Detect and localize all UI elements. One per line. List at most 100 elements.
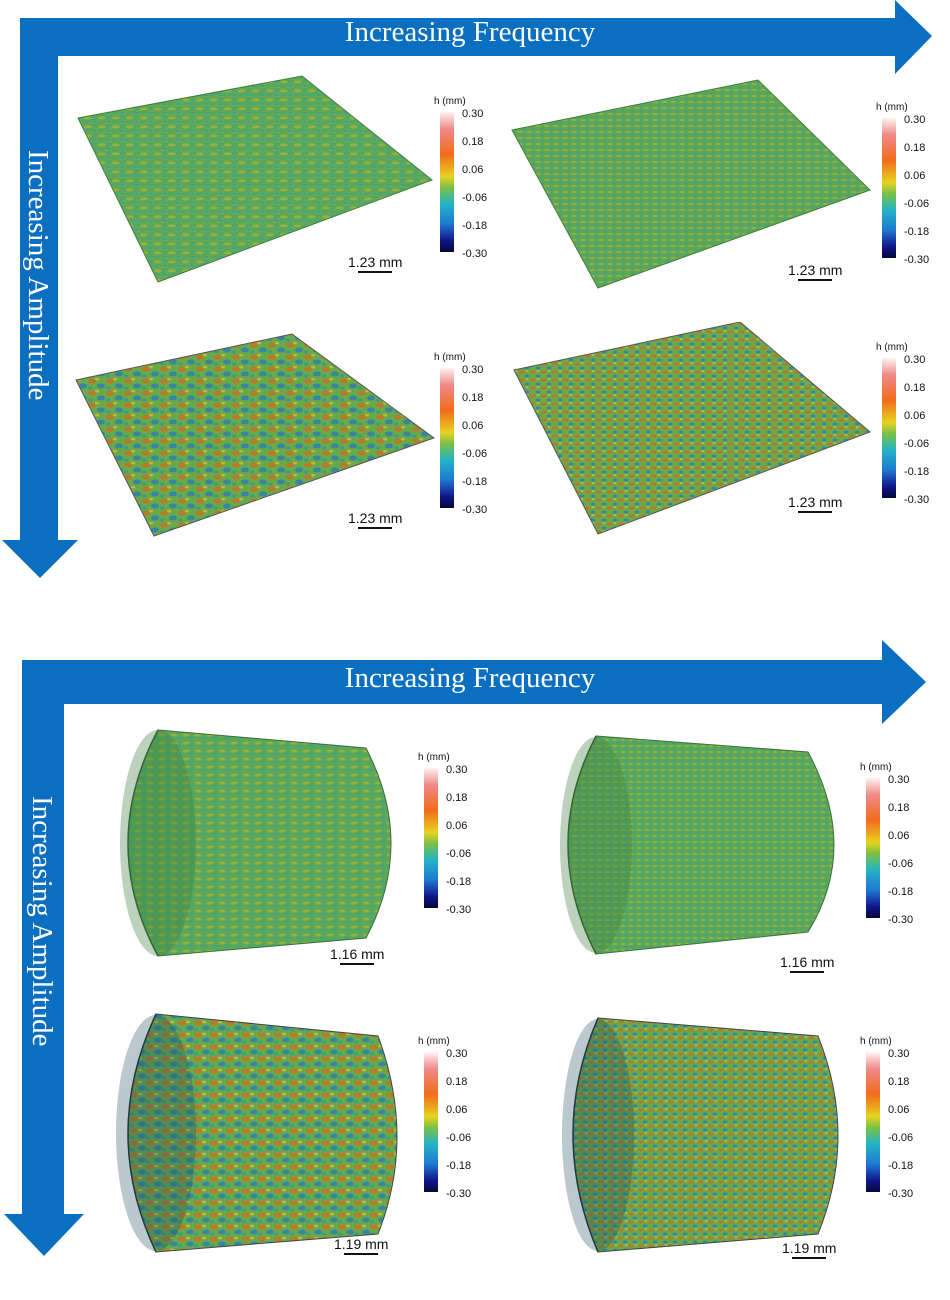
colorbar-tick: 0.06 [904, 410, 926, 422]
surface-panel: h (mm) 0.30 0.18 0.06 -0.06 -0.18 -0.30 … [540, 732, 950, 982]
colorbar-tick: 0.06 [462, 420, 484, 432]
amplitude-label: Increasing Amplitude [26, 796, 58, 1047]
colorbar-tick: -0.30 [446, 1188, 472, 1200]
colorbar-gradient [882, 358, 896, 498]
colorbar-tick: 0.06 [888, 830, 910, 842]
surface-panel: h (mm) 0.30 0.18 0.06 -0.06 -0.18 -0.30 … [70, 70, 510, 300]
colorbar-tick: -0.30 [888, 914, 914, 926]
scale-bar: 1.16 mm [330, 946, 384, 965]
colorbar-tick: -0.18 [446, 876, 472, 888]
scale-bar: 1.19 mm [334, 1236, 388, 1255]
scale-label: 1.16 mm [780, 954, 835, 970]
colorbar-gradient [440, 112, 454, 252]
colorbar-tick: 0.30 [888, 1048, 910, 1060]
colorbar-gradient [866, 778, 880, 918]
colorbar-tick: 0.06 [888, 1104, 910, 1116]
colorbar-tick: -0.30 [904, 494, 930, 506]
rough-cylinder-plot [116, 1013, 398, 1253]
colorbar-tick: -0.18 [446, 1160, 472, 1172]
colorbar-tick: 0.18 [462, 136, 484, 148]
frequency-label: Increasing Frequency [344, 16, 596, 48]
colorbar-tick: 0.18 [888, 802, 910, 814]
colorbar-tick: 0.18 [904, 382, 926, 394]
colorbar-tick: -0.18 [888, 886, 914, 898]
colorbar-tick: -0.30 [888, 1188, 914, 1200]
scale-label: 1.19 mm [782, 1240, 837, 1256]
surface-panel: h (mm) 0.30 0.18 0.06 -0.06 -0.18 -0.30 … [98, 1008, 538, 1268]
rough-cylinder-plot [562, 1017, 839, 1253]
colorbar-tick: -0.30 [462, 248, 488, 260]
colorbar-tick: -0.30 [904, 254, 930, 266]
surface-panel: h (mm) 0.30 0.18 0.06 -0.06 -0.18 -0.30 … [548, 1012, 950, 1272]
scale-label: 1.23 mm [348, 510, 403, 526]
colorbar-tick: 0.30 [888, 774, 910, 786]
cylinder-section: Increasing Frequency Increasing Amplitud… [0, 636, 950, 1300]
colorbar-tick: 0.18 [446, 1076, 468, 1088]
amplitude-arrow [2, 18, 78, 578]
colorbar-tick: -0.06 [462, 448, 488, 460]
colorbar-tick: 0.06 [904, 170, 926, 182]
colorbar-title: h (mm) [434, 352, 466, 363]
colorbar-title: h (mm) [860, 762, 892, 773]
scale-label: 1.16 mm [330, 946, 385, 962]
colorbar-tick: 0.18 [446, 792, 468, 804]
colorbar-title: h (mm) [860, 1036, 892, 1047]
colorbar-tick: -0.18 [904, 466, 930, 478]
colorbar-tick: -0.06 [446, 848, 472, 860]
colorbar-tick: -0.06 [888, 1132, 914, 1144]
amplitude-arrow [4, 660, 84, 1256]
scale-label: 1.23 mm [788, 262, 843, 278]
scale-bar: 1.23 mm [788, 262, 842, 281]
colorbar-tick: 0.30 [446, 1048, 468, 1060]
scale-label: 1.23 mm [348, 254, 403, 270]
colorbar-gradient [424, 768, 438, 908]
rough-cylinder-plot [120, 729, 392, 957]
colorbar-tick: 0.30 [446, 764, 468, 776]
colorbar-tick: 0.30 [904, 354, 926, 366]
rough-cylinder-plot [560, 735, 835, 955]
colorbar-tick: 0.30 [904, 114, 926, 126]
scale-bar: 1.23 mm [788, 494, 842, 513]
scale-bar: 1.23 mm [348, 254, 402, 273]
frequency-arrow [20, 0, 932, 74]
colorbar-tick: -0.30 [446, 904, 472, 916]
axis-arrows [2, 0, 932, 578]
colorbar-tick: -0.06 [888, 858, 914, 870]
axis-arrows [4, 640, 926, 1256]
rough-surface-plot [75, 333, 436, 537]
scale-label: 1.23 mm [788, 494, 843, 510]
colorbar-tick: 0.18 [904, 142, 926, 154]
frequency-arrow [22, 640, 926, 724]
scale-bar: 1.16 mm [780, 954, 834, 973]
colorbar-gradient [882, 118, 896, 258]
frequency-label: Increasing Frequency [344, 662, 596, 694]
colorbar-title: h (mm) [876, 342, 908, 353]
surface-panel: h (mm) 0.30 0.18 0.06 -0.06 -0.18 -0.30 … [508, 70, 948, 300]
colorbar-tick: -0.18 [888, 1160, 914, 1172]
rough-surface-plot [513, 322, 871, 535]
colorbar-tick: 0.06 [446, 820, 468, 832]
colorbar-tick: 0.18 [462, 392, 484, 404]
colorbar-gradient [440, 368, 454, 508]
colorbar-tick: 0.18 [888, 1076, 910, 1088]
colorbar-tick: -0.06 [446, 1132, 472, 1144]
scale-bar: 1.23 mm [348, 510, 402, 529]
colorbar-tick: 0.06 [462, 164, 484, 176]
rough-surface-plot [77, 75, 434, 283]
colorbar-title: h (mm) [434, 96, 466, 107]
colorbar-tick: -0.18 [462, 476, 488, 488]
colorbar-tick: -0.06 [462, 192, 488, 204]
colorbar-gradient [866, 1052, 880, 1192]
surface-panel: h (mm) 0.30 0.18 0.06 -0.06 -0.18 -0.30 … [70, 330, 510, 560]
surface-panel: h (mm) 0.30 0.18 0.06 -0.06 -0.18 -0.30 … [508, 322, 948, 552]
colorbar-title: h (mm) [418, 752, 450, 763]
flat-plate-section: Increasing Frequency Increasing Amplitud… [0, 0, 950, 580]
colorbar-title: h (mm) [418, 1036, 450, 1047]
colorbar-tick: -0.06 [904, 198, 930, 210]
colorbar-title: h (mm) [876, 102, 908, 113]
colorbar-tick: -0.06 [904, 438, 930, 450]
rough-surface-plot [511, 79, 871, 289]
scale-bar: 1.19 mm [782, 1240, 836, 1259]
amplitude-label: Increasing Amplitude [22, 150, 54, 401]
surface-panel: h (mm) 0.30 0.18 0.06 -0.06 -0.18 -0.30 … [98, 724, 538, 974]
